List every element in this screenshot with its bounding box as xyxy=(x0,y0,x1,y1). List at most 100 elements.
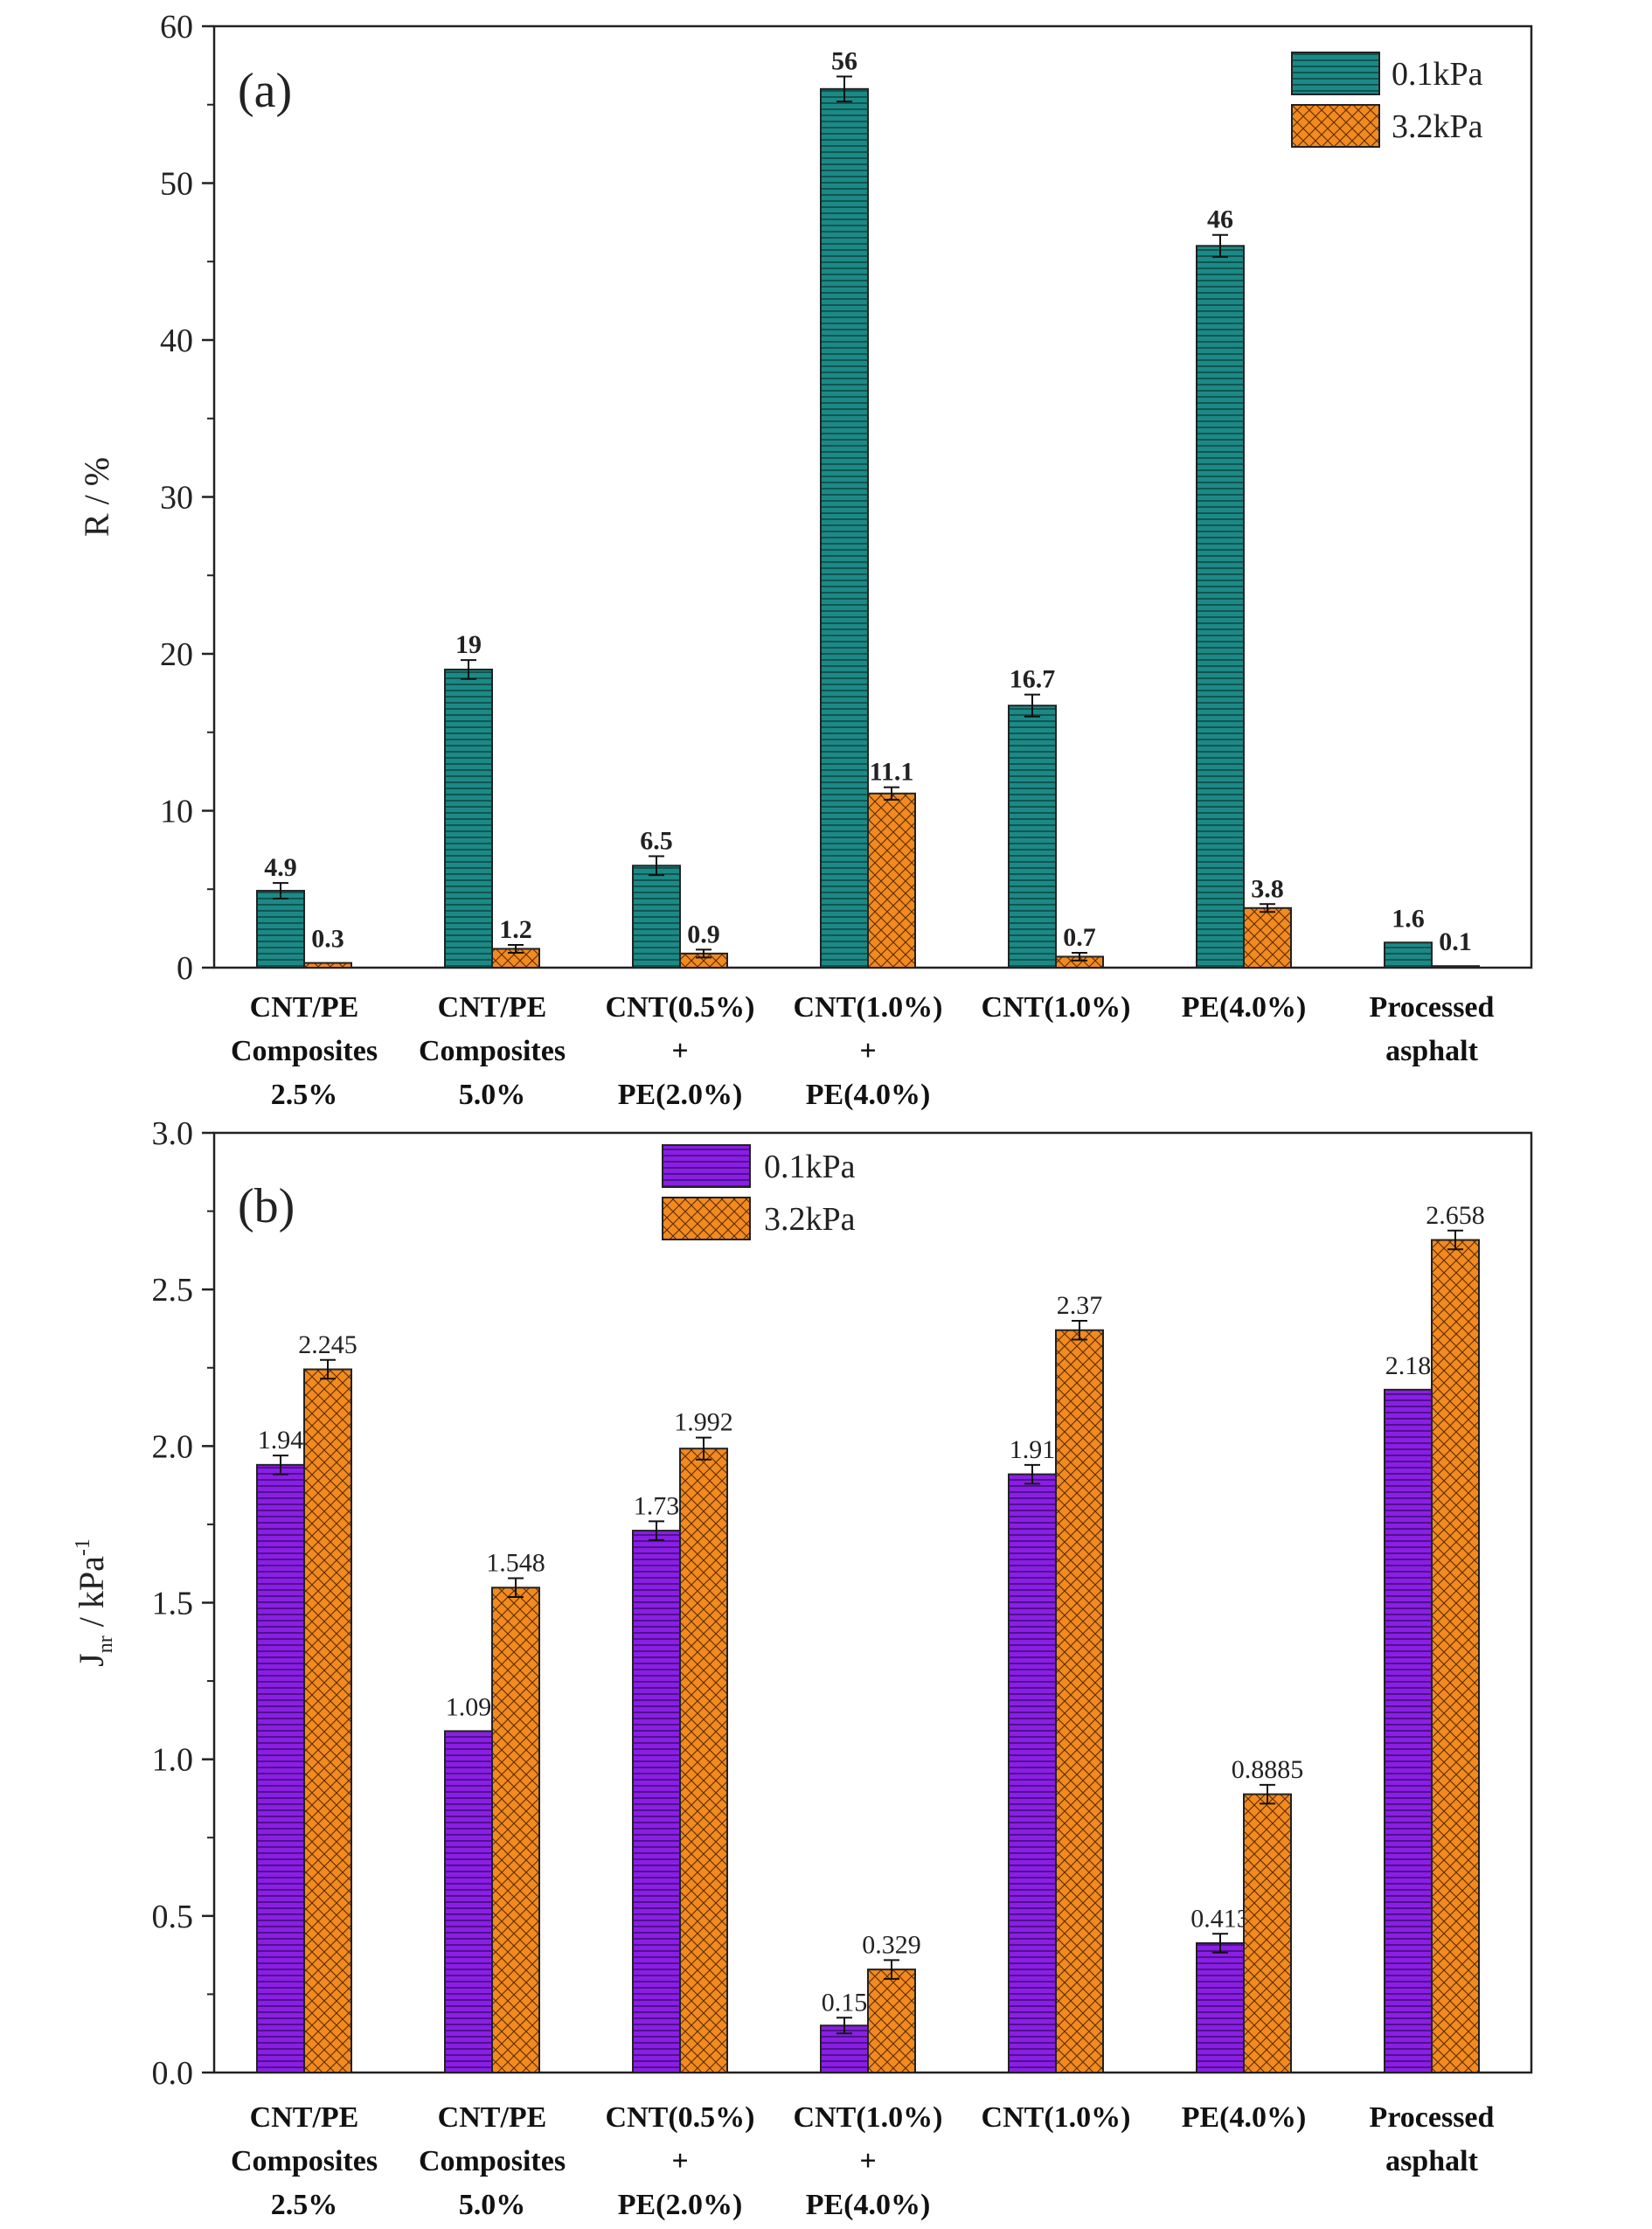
y-tick-label: 2.0 xyxy=(152,1428,194,1465)
legend-label: 0.1kPa xyxy=(1392,56,1483,93)
x-tick-label: 5.0% xyxy=(459,1079,526,1111)
data-label: 1.94 xyxy=(258,1426,304,1455)
y-tick-label: 1.5 xyxy=(152,1586,194,1622)
data-label: 1.2 xyxy=(499,915,532,944)
y-axis-label-main: R / % xyxy=(77,457,116,537)
data-label: 0.413 xyxy=(1190,1904,1250,1933)
legend-swatch xyxy=(662,1197,751,1240)
data-label: 0.15 xyxy=(822,1988,868,2017)
x-tick-label: asphalt xyxy=(1385,2145,1478,2177)
panel-a: 0 10 20 30 40 50 60 R / % 4.9 19 6.5 56 16.7 46 1.6 0.3… xyxy=(77,9,1533,1111)
x-tick-label: Composites xyxy=(231,1035,378,1067)
data-label: 11.1 xyxy=(870,758,914,787)
y-tick-label: 0.0 xyxy=(152,2055,194,2092)
y-tick-label: 10 xyxy=(160,794,193,830)
y-axis-label: Jnr / kPa-1 xyxy=(72,1538,117,1667)
legend-label: 3.2kPa xyxy=(764,1201,856,1238)
y-axis-label-sup: -1 xyxy=(72,1538,94,1556)
legend-label: 0.1kPa xyxy=(764,1149,856,1185)
bar xyxy=(1431,965,1480,969)
y-tick-label: 0 xyxy=(177,950,193,987)
bar xyxy=(1008,705,1057,969)
bar xyxy=(679,1448,728,2073)
x-tick-label: + xyxy=(859,2145,876,2177)
legend-swatch xyxy=(662,1144,751,1188)
x-tick-label: CNT(1.0%) xyxy=(982,2101,1131,2134)
data-label: 56 xyxy=(831,46,857,75)
bar xyxy=(1243,906,1292,969)
data-label: 1.09 xyxy=(446,1692,492,1721)
data-label: 1.992 xyxy=(674,1408,733,1437)
x-tick-label: Composites xyxy=(419,2145,566,2177)
bar xyxy=(632,865,681,969)
x-tick-label: + xyxy=(671,2145,688,2177)
x-tick-label: CNT/PE xyxy=(250,991,359,1024)
x-tick-label: PE(4.0%) xyxy=(1182,991,1307,1024)
x-tick-label: + xyxy=(859,1035,876,1067)
y-tick-label: 50 xyxy=(160,166,193,203)
x-tick-label: CNT/PE xyxy=(438,2101,547,2134)
data-label: 2.245 xyxy=(298,1330,357,1359)
bar xyxy=(867,792,916,969)
legend-swatch xyxy=(1291,104,1380,148)
x-tick-label: asphalt xyxy=(1385,1035,1478,1067)
data-label: 16.7 xyxy=(1010,665,1056,694)
x-tick-label: PE(4.0%) xyxy=(806,2189,931,2221)
data-label: 2.37 xyxy=(1057,1291,1103,1320)
data-label: 0.8885 xyxy=(1232,1755,1304,1784)
x-tick-label: CNT(1.0%) xyxy=(794,2101,943,2134)
bar xyxy=(1196,1942,1245,2073)
data-label: 2.18 xyxy=(1385,1351,1432,1380)
data-label: 0.1 xyxy=(1439,927,1472,956)
panel-label: (a) xyxy=(238,64,292,118)
bar xyxy=(444,1730,493,2073)
data-label: 4.9 xyxy=(264,853,297,882)
y-tick-label: 20 xyxy=(160,636,193,673)
x-tick-label: Composites xyxy=(419,1035,566,1067)
x-tick-label: PE(2.0%) xyxy=(618,2189,743,2221)
data-label: 1.73 xyxy=(634,1491,680,1520)
bar xyxy=(820,87,869,969)
y-axis-label: R / % xyxy=(77,457,116,537)
x-tick-label: PE(2.0%) xyxy=(618,1079,743,1111)
x-tick-label: CNT(1.0%) xyxy=(794,991,943,1024)
bar xyxy=(256,1463,305,2074)
bar xyxy=(867,1969,916,2074)
bar xyxy=(303,1368,352,2073)
y-tick-label: 2.5 xyxy=(152,1272,194,1309)
panel-b: 0.0 0.5 1.0 1.5 2.0 2.5 3.0 Jnr / kPa-1 1.94 1.09… xyxy=(72,1115,1533,2221)
x-tick-label: Processed xyxy=(1370,2101,1495,2134)
bar xyxy=(303,962,352,969)
y-axis-label-unit: / kPa xyxy=(72,1556,111,1635)
y-tick-label: 60 xyxy=(160,9,193,45)
data-label: 0.7 xyxy=(1063,923,1096,952)
x-tick-label: Composites xyxy=(231,2145,378,2177)
x-tick-label: 2.5% xyxy=(271,1079,338,1111)
data-label: 0.329 xyxy=(862,1930,921,1959)
data-label: 19 xyxy=(455,630,482,659)
bar xyxy=(444,668,493,969)
x-tick-label: PE(4.0%) xyxy=(806,1079,931,1111)
x-tick-label: Processed xyxy=(1370,991,1495,1024)
bar xyxy=(632,1530,681,2074)
bar xyxy=(1384,941,1433,969)
x-tick-label: CNT(0.5%) xyxy=(606,991,755,1024)
bar xyxy=(1431,1239,1480,2074)
data-label: 6.5 xyxy=(640,827,673,856)
bar xyxy=(1384,1388,1433,2074)
x-tick-label: 5.0% xyxy=(459,2189,526,2221)
data-label: 3.8 xyxy=(1251,874,1284,903)
x-tick-label: CNT(1.0%) xyxy=(982,991,1131,1024)
y-axis-label-sub: nr xyxy=(94,1635,117,1653)
legend-label: 3.2kPa xyxy=(1392,108,1483,145)
bar xyxy=(491,1587,540,2074)
y-axis-label-main: J xyxy=(72,1653,111,1667)
x-tick-label: PE(4.0%) xyxy=(1182,2101,1307,2134)
y-tick-label: 30 xyxy=(160,480,193,517)
bar xyxy=(1196,245,1245,969)
data-label: 0.9 xyxy=(687,920,720,948)
x-tick-label: 2.5% xyxy=(271,2189,338,2221)
bar xyxy=(1055,1329,1104,2073)
bar xyxy=(1243,1793,1292,2074)
